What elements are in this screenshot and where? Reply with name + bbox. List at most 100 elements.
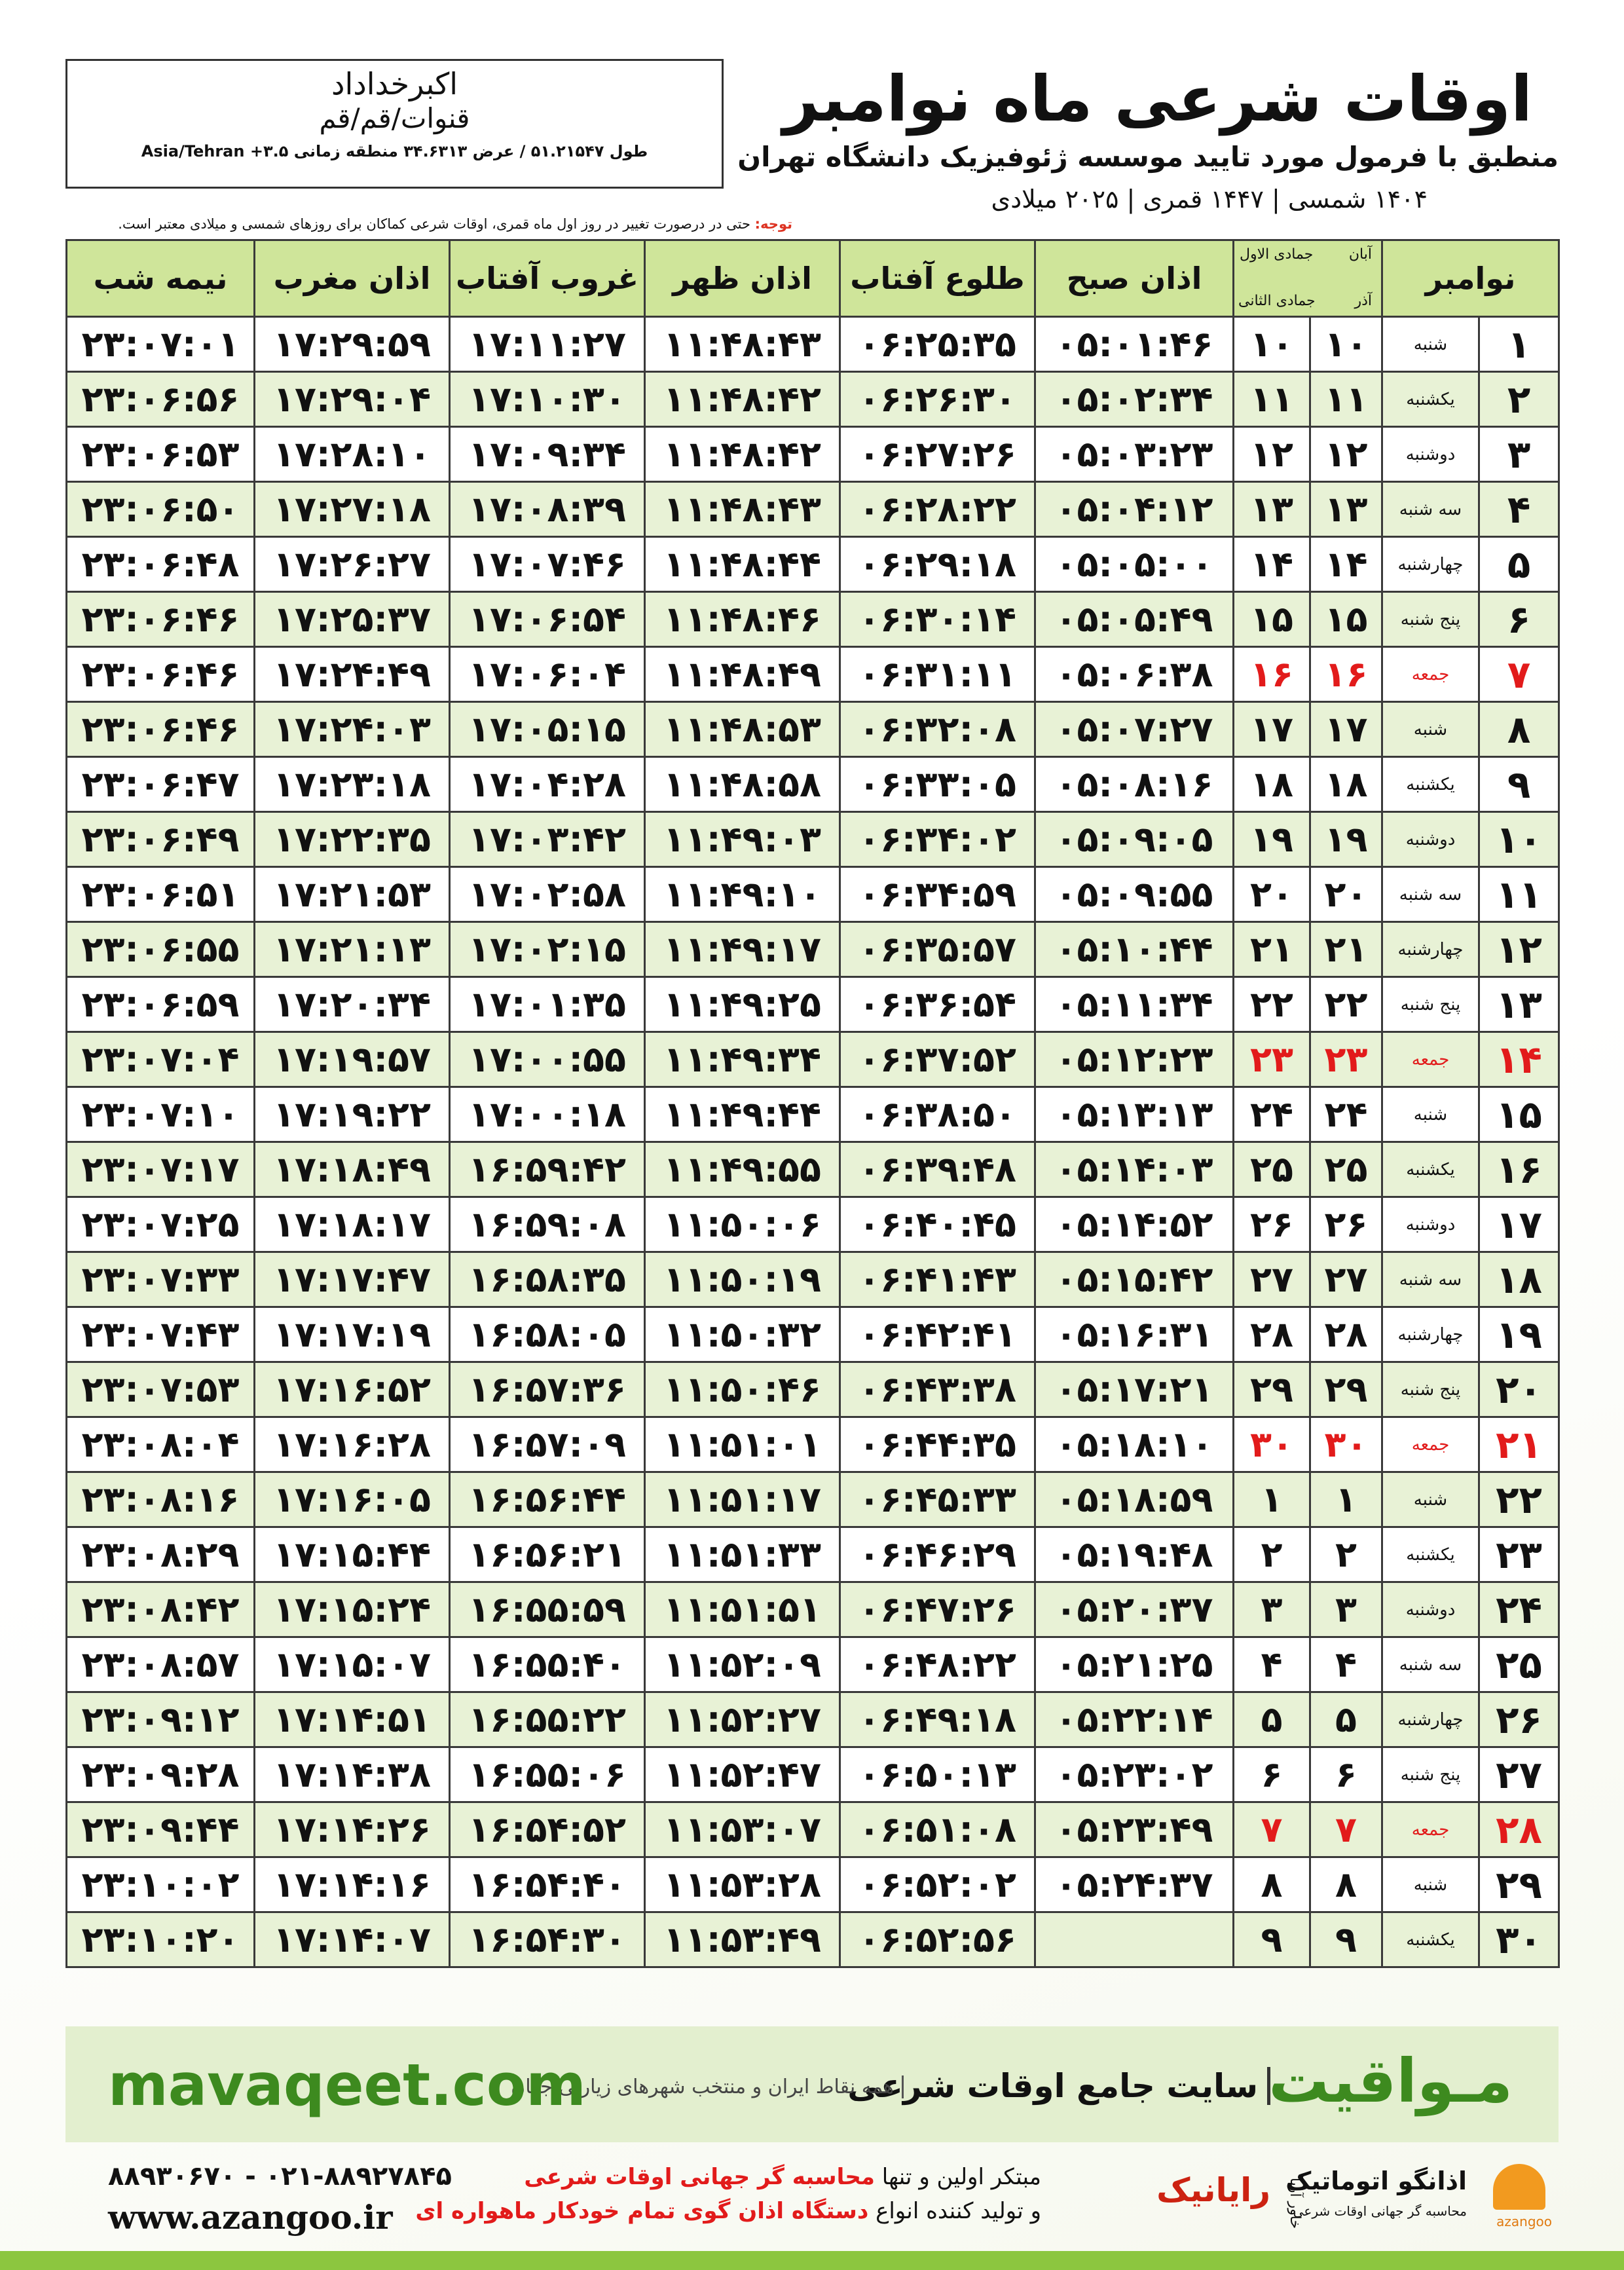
time: ۱۱:۴۹:۱۰ xyxy=(644,866,841,923)
time: ۱۱:۴۹:۰۳ xyxy=(644,811,841,868)
time: ۱۷:۱۴:۳۸ xyxy=(253,1746,451,1803)
time: ۱۱:۴۸:۵۸ xyxy=(644,756,841,813)
time: ۱۶:۵۵:۴۰ xyxy=(449,1636,646,1693)
time: ۰۵:۲۳:۰۲ xyxy=(1034,1746,1234,1803)
time: ۱۷:۱۷:۱۹ xyxy=(253,1306,451,1363)
solar-day: ۱۹ xyxy=(1309,811,1383,868)
row: ۱۶ یکشنبه ۲۵ ۲۵ ۰۵:۱۴:۰۳ ۰۶:۳۹:۴۸ ۱۱:۴۹:۵۵ ۱۶:۵… xyxy=(65,1141,1560,1198)
time: ۱۱:۵۲:۴۷ xyxy=(644,1746,841,1803)
time: ۱۷:۲۰:۳۴ xyxy=(253,976,451,1033)
time: ۰۵:۱۸:۱۰ xyxy=(1034,1416,1234,1473)
note: توجه: حتی در درصورت تغییر در روز اول ماه… xyxy=(65,216,792,232)
row: ۱۴ جمعه ۲۳ ۲۳ ۰۵:۱۲:۲۳ ۰۶:۳۷:۵۲ ۱۱:۴۹:۳۴ ۱۷:۰۰:… xyxy=(65,1031,1560,1088)
header-lunar: جمادی الثانی xyxy=(1238,293,1316,309)
header-time: اذان مغرب xyxy=(253,239,451,318)
time: ۱۷:۱۴:۱۶ xyxy=(253,1856,451,1913)
time: ۲۳:۰۷:۱۷ xyxy=(65,1141,255,1198)
time: ۰۶:۲۷:۲۶ xyxy=(839,426,1036,483)
lunar-day: ۱۴ xyxy=(1232,536,1311,593)
time: ۰۶:۲۵:۳۵ xyxy=(839,316,1036,373)
weekday: سه شنبه xyxy=(1380,481,1481,538)
solar-day: ۸ xyxy=(1309,1856,1383,1913)
solar-day: ۲۹ xyxy=(1309,1361,1383,1418)
weekday: جمعه xyxy=(1380,1801,1481,1858)
row: ۳ دوشنبه ۱۲ ۱۲ ۰۵:۰۳:۲۳ ۰۶:۲۷:۲۶ ۱۱:۴۸:۴۲ ۱۷:۰۹… xyxy=(65,426,1560,483)
time: ۱۱:۵۳:۴۹ xyxy=(644,1911,841,1968)
logo-khavar: خاور آریا xyxy=(1287,2178,1303,2229)
weekday: یکشنبه xyxy=(1380,371,1481,428)
location-name: اکبرخداداد xyxy=(331,66,458,102)
lunar-day: ۱۷ xyxy=(1232,701,1311,758)
row: ۱۹ چهارشنبه ۲۸ ۲۸ ۰۵:۱۶:۳۱ ۰۶:۴۲:۴۱ ۱۱:۵۰:۳۲ ۱۶… xyxy=(65,1306,1560,1363)
time: ۱۷:۰۹:۳۴ xyxy=(449,426,646,483)
time: ۱۶:۵۴:۴۰ xyxy=(449,1856,646,1913)
row: ۸ شنبه ۱۷ ۱۷ ۰۵:۰۷:۲۷ ۰۶:۳۲:۰۸ ۱۱:۴۸:۵۳ ۱۷:۰۵:۱… xyxy=(65,701,1560,758)
time: ۰۵:۰۹:۰۵ xyxy=(1034,811,1234,868)
time: ۰۶:۴۴:۳۵ xyxy=(839,1416,1036,1473)
lunar-day: ۳ xyxy=(1232,1581,1311,1638)
time: ۱۱:۵۳:۰۷ xyxy=(644,1801,841,1858)
time: ۰۶:۴۸:۲۲ xyxy=(839,1636,1036,1693)
time: ۱۷:۰۴:۲۸ xyxy=(449,756,646,813)
time: ۱۱:۵۰:۰۶ xyxy=(644,1196,841,1253)
row: ۴ سه شنبه ۱۳ ۱۳ ۰۵:۰۴:۱۲ ۰۶:۲۸:۲۲ ۱۱:۴۸:۴۳ ۱۷:۰… xyxy=(65,481,1560,538)
day: ۱۹ xyxy=(1478,1306,1560,1363)
note-text: حتی در درصورت تغییر در روز اول ماه قمری،… xyxy=(118,216,750,232)
logo-azangoo: اذانگو اتوماتیک xyxy=(1285,2167,1467,2195)
solar-day: ۷ xyxy=(1309,1801,1383,1858)
time: ۲۳:۰۷:۲۵ xyxy=(65,1196,255,1253)
time: ۱۷:۲۴:۴۹ xyxy=(253,646,451,703)
time: ۱۷:۱۶:۲۸ xyxy=(253,1416,451,1473)
weekday: دوشنبه xyxy=(1380,1196,1481,1253)
solar-day: ۳ xyxy=(1309,1581,1383,1638)
time: ۱۱:۴۸:۵۳ xyxy=(644,701,841,758)
lunar-day: ۲۹ xyxy=(1232,1361,1311,1418)
lunar-day: ۹ xyxy=(1232,1911,1311,1968)
solar-day: ۲ xyxy=(1309,1526,1383,1583)
day: ۲ xyxy=(1478,371,1560,428)
day: ۶ xyxy=(1478,591,1560,648)
time: ۱۶:۵۶:۲۱ xyxy=(449,1526,646,1583)
day: ۱۴ xyxy=(1478,1031,1560,1088)
time: ۱۱:۵۱:۰۱ xyxy=(644,1416,841,1473)
time: ۱۶:۵۹:۰۸ xyxy=(449,1196,646,1253)
time: ۰۶:۳۶:۵۴ xyxy=(839,976,1036,1033)
time: ۱۱:۴۹:۱۷ xyxy=(644,921,841,978)
time: ۱۷:۲۲:۳۵ xyxy=(253,811,451,868)
subtitle: منطبق با فرمول مورد تایید موسسه ژئوفیزیک… xyxy=(737,141,1559,173)
row: ۲۳ یکشنبه ۲ ۲ ۰۵:۱۹:۴۸ ۰۶:۴۶:۲۹ ۱۱:۵۱:۳۳ ۱۶:۵۶:… xyxy=(65,1526,1560,1583)
day: ۲۶ xyxy=(1478,1691,1560,1748)
location-coords: طول ۵۱.۲۱۵۴۷ / عرض ۳۴.۶۳۱۳ منطقه زمانی ۳… xyxy=(141,141,648,160)
location-place: قنوات/قم/قم xyxy=(319,102,470,135)
day: ۳۰ xyxy=(1478,1911,1560,1968)
time: ۲۳:۰۹:۴۴ xyxy=(65,1801,255,1858)
weekday: جمعه xyxy=(1380,1031,1481,1088)
solar-day: ۲۸ xyxy=(1309,1306,1383,1363)
time: ۱۷:۱۵:۰۷ xyxy=(253,1636,451,1693)
weekday: دوشنبه xyxy=(1380,811,1481,868)
time: ۰۶:۲۶:۳۰ xyxy=(839,371,1036,428)
time: ۰۶:۵۲:۵۶ xyxy=(839,1911,1036,1968)
time: ۱۱:۵۲:۲۷ xyxy=(644,1691,841,1748)
lunar-day: ۲۰ xyxy=(1232,866,1311,923)
time: ۱۶:۵۵:۵۹ xyxy=(449,1581,646,1638)
lunar-day: ۲۷ xyxy=(1232,1251,1311,1308)
time: ۰۶:۳۲:۰۸ xyxy=(839,701,1036,758)
time: ۱۷:۱۸:۴۹ xyxy=(253,1141,451,1198)
time: ۱۶:۵۶:۴۴ xyxy=(449,1471,646,1528)
day: ۲۳ xyxy=(1478,1526,1560,1583)
time: ۰۶:۴۵:۳۳ xyxy=(839,1471,1036,1528)
logo-icon xyxy=(1493,2164,1545,2210)
time: ۱۷:۰۲:۱۵ xyxy=(449,921,646,978)
time: ۲۳:۰۸:۵۷ xyxy=(65,1636,255,1693)
time: ۲۳:۰۶:۵۳ xyxy=(65,426,255,483)
time: ۰۵:۱۴:۵۲ xyxy=(1034,1196,1234,1253)
lunar-day: ۲۸ xyxy=(1232,1306,1311,1363)
time: ۲۳:۰۸:۴۲ xyxy=(65,1581,255,1638)
logo-azangoo-sub: محاسبه گر جهانی اوقات شرعی xyxy=(1293,2203,1467,2219)
header-lunar: جمادی الاول xyxy=(1240,246,1314,263)
header-solar: آذر xyxy=(1354,293,1372,309)
weekday: شنبه xyxy=(1380,316,1481,373)
time: ۰۵:۰۱:۴۶ xyxy=(1034,316,1234,373)
time: ۱۷:۱۷:۴۷ xyxy=(253,1251,451,1308)
